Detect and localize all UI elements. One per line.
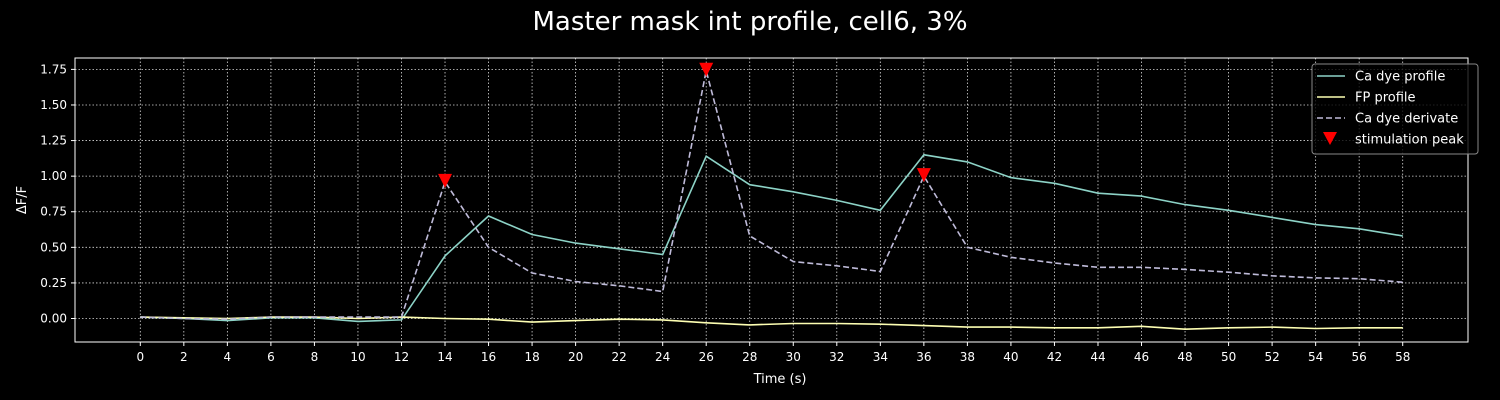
y-tick-label: 0.00 xyxy=(40,312,67,326)
x-tick-label: 18 xyxy=(524,350,539,364)
x-tick-label: 38 xyxy=(960,350,975,364)
x-tick-label: 12 xyxy=(394,350,409,364)
x-tick-label: 34 xyxy=(873,350,888,364)
x-tick-label: 48 xyxy=(1177,350,1192,364)
x-tick-label: 54 xyxy=(1308,350,1323,364)
legend: Ca dye profile FP profile Ca dye derivate s… xyxy=(1311,63,1479,155)
x-tick-label: 0 xyxy=(136,350,144,364)
grid xyxy=(75,58,1468,342)
x-tick-label: 56 xyxy=(1352,350,1367,364)
x-tick-label: 22 xyxy=(612,350,627,364)
stimulation-peak-marker xyxy=(916,168,931,183)
y-tick-label: 0.75 xyxy=(40,205,67,219)
x-tick-label: 26 xyxy=(699,350,714,364)
fp-profile-line xyxy=(140,316,1403,331)
x-tick-label: 2 xyxy=(180,350,188,364)
stimulation-peak-marker xyxy=(438,173,453,188)
chart-title: Master mask int profile, cell6, 3% xyxy=(532,7,967,37)
x-tick-label: 52 xyxy=(1264,350,1279,364)
legend-label-stimulation-peak: stimulation peak xyxy=(1355,133,1464,148)
x-tick-label: 42 xyxy=(1047,350,1062,364)
y-tick-label: 1.75 xyxy=(40,62,67,76)
plot-frame xyxy=(74,57,1469,343)
x-tick-label: 10 xyxy=(350,350,365,364)
x-tick-label: 14 xyxy=(437,350,452,364)
legend-label-ca-dye-profile: Ca dye profile xyxy=(1355,70,1445,85)
series-layer xyxy=(140,62,1403,331)
y-tick-label: 0.25 xyxy=(40,276,67,290)
x-tick-label: 28 xyxy=(742,350,757,364)
x-tick-label: 46 xyxy=(1134,350,1149,364)
stimulation-peak-marker xyxy=(699,62,714,77)
x-tick-label: 32 xyxy=(829,350,844,364)
x-tick-label: 40 xyxy=(1003,350,1018,364)
x-tick-label: 20 xyxy=(568,350,583,364)
x-tick-label: 58 xyxy=(1395,350,1410,364)
y-tick-label: 1.00 xyxy=(40,169,67,183)
x-tick-label: 8 xyxy=(311,350,319,364)
x-tick-label: 44 xyxy=(1090,350,1105,364)
legend-swatch-stimulation-peak xyxy=(1323,132,1337,145)
x-tick-label: 30 xyxy=(786,350,801,364)
x-tick-label: 36 xyxy=(916,350,931,364)
y-axis-label: ΔF/F xyxy=(15,186,30,214)
x-axis-ticks: 0 2 4 6 8 10 12 14 16 18 20 22 24 26 28 30 32 34 36 38 40 42 4… xyxy=(136,342,1410,364)
y-tick-label: 1.50 xyxy=(40,98,67,112)
y-tick-label: 1.25 xyxy=(40,134,67,148)
y-axis-ticks: 0.00 0.25 0.50 0.75 1.00 1.25 1.50 1.75 xyxy=(40,62,75,326)
x-tick-label: 6 xyxy=(267,350,275,364)
y-tick-label: 0.50 xyxy=(40,240,67,254)
x-tick-label: 4 xyxy=(224,350,232,364)
x-tick-label: 24 xyxy=(655,350,670,364)
x-tick-label: 16 xyxy=(481,350,496,364)
ca-dye-derivate-line xyxy=(140,70,1403,321)
x-axis-label: Time (s) xyxy=(753,372,807,387)
legend-label-ca-dye-derivate: Ca dye derivate xyxy=(1355,112,1458,127)
x-tick-label: 50 xyxy=(1221,350,1236,364)
legend-box xyxy=(1311,63,1479,155)
ca-dye-profile-line xyxy=(140,153,1403,323)
legend-label-fp-profile: FP profile xyxy=(1355,91,1416,106)
